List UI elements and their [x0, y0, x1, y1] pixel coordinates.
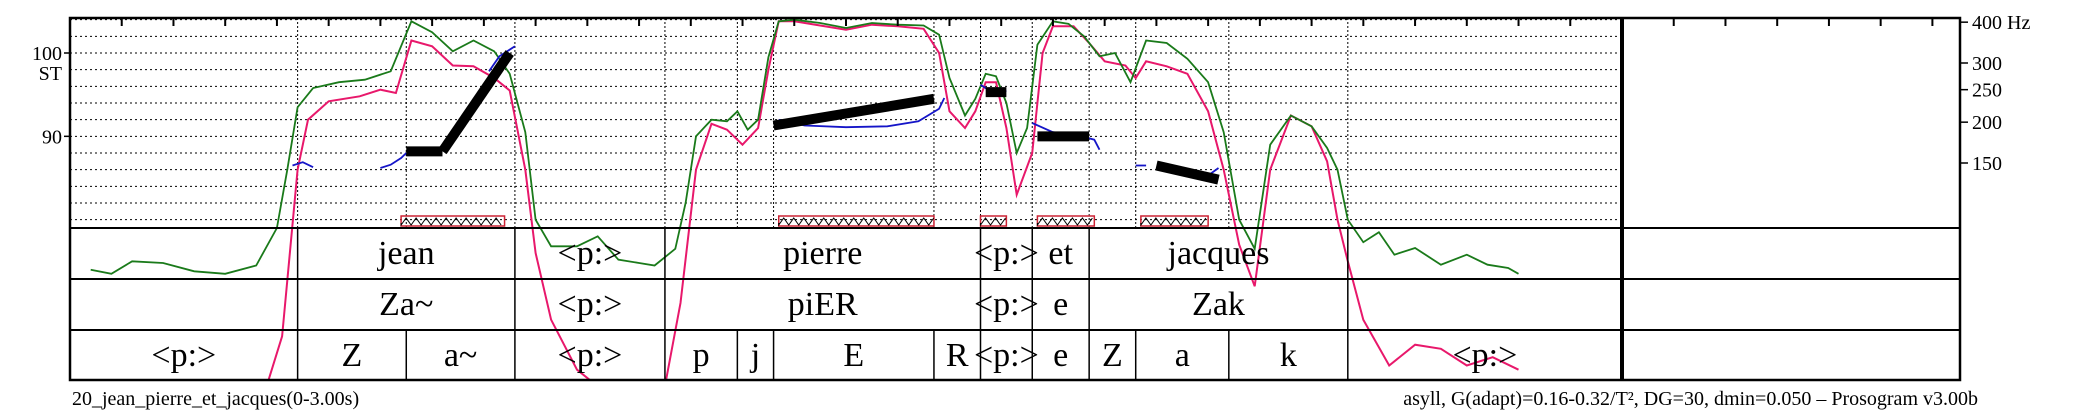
tier-label: Z — [1102, 337, 1123, 374]
stylization-segment — [1155, 160, 1220, 185]
st-unit-label: ST — [39, 63, 62, 85]
tier-label: a — [1175, 337, 1190, 374]
intensity-curve — [90, 18, 1519, 275]
tier-label: pierre — [783, 235, 862, 272]
st-tick-label: 100 — [32, 43, 62, 65]
nucleus-box — [1036, 215, 1096, 227]
st-tick-label: 90 — [42, 126, 62, 148]
outer-frame — [68, 16, 1962, 382]
nucleus-zigzag — [1036, 217, 1093, 227]
stylization-segment — [438, 50, 514, 155]
pitch-curve — [488, 45, 516, 72]
nucleus-zigzag — [778, 217, 935, 227]
tier-label: p — [693, 337, 710, 374]
nucleus-zigzag — [980, 217, 1006, 227]
nucleus-box — [400, 215, 506, 227]
nucleus-zigzag — [1140, 217, 1207, 227]
tier-label: e — [1053, 286, 1068, 323]
tier-label: a~ — [444, 337, 478, 374]
tier-label: <p:> — [151, 337, 216, 374]
nucleus-box — [979, 215, 1008, 227]
curves — [90, 18, 1519, 380]
tier-label: Z — [342, 337, 363, 374]
plot-frame — [68, 16, 1962, 382]
nucleus-zigzag — [400, 217, 502, 227]
tier-label: E — [843, 337, 864, 374]
tier-label: Zak — [1192, 286, 1245, 323]
hz-tick-label: 250 — [1972, 80, 2002, 102]
tier-label: <p:> — [558, 286, 623, 323]
nucleus-box — [1140, 215, 1209, 227]
pitch-curve — [380, 152, 407, 169]
hz-tick-label: 200 — [1972, 112, 2002, 134]
syllable-nuclei — [400, 215, 1209, 227]
nucleus-box — [777, 215, 935, 227]
tier-label: Za~ — [379, 286, 433, 323]
tier-label: <p:> — [974, 286, 1039, 323]
tier-label: <p:> — [558, 235, 623, 272]
tier-label: j — [750, 337, 760, 374]
tier-label: jean — [377, 235, 435, 272]
stylization-segment — [772, 93, 935, 131]
tier-label: piER — [788, 286, 858, 323]
tier-label: <p:> — [974, 337, 1039, 374]
chart-subtitle: asyll, G(adapt)=0.16-0.32/T², DG=30, dmi… — [1403, 388, 1978, 410]
pitch-grid — [70, 18, 1622, 228]
intensity-band-curve — [267, 20, 1519, 380]
tier-label: <p:> — [1453, 337, 1518, 374]
hz-tick-label: 400 Hz — [1972, 12, 2030, 34]
tier-label: et — [1048, 235, 1073, 272]
tier-label: R — [946, 337, 969, 374]
hz-tick-label: 300 — [1972, 53, 2002, 75]
chart-title: 20_jean_pierre_et_jacques(0-3.00s) — [72, 388, 359, 410]
tier-label: k — [1280, 337, 1297, 374]
tier-label: jacques — [1167, 235, 1270, 272]
tier-label: <p:> — [558, 337, 623, 374]
hz-tick-label: 150 — [1972, 153, 2002, 175]
tier-label: e — [1053, 337, 1068, 374]
pitch-curve — [778, 97, 946, 129]
tier-label: <p:> — [974, 235, 1039, 272]
pitch-curve — [292, 161, 314, 169]
